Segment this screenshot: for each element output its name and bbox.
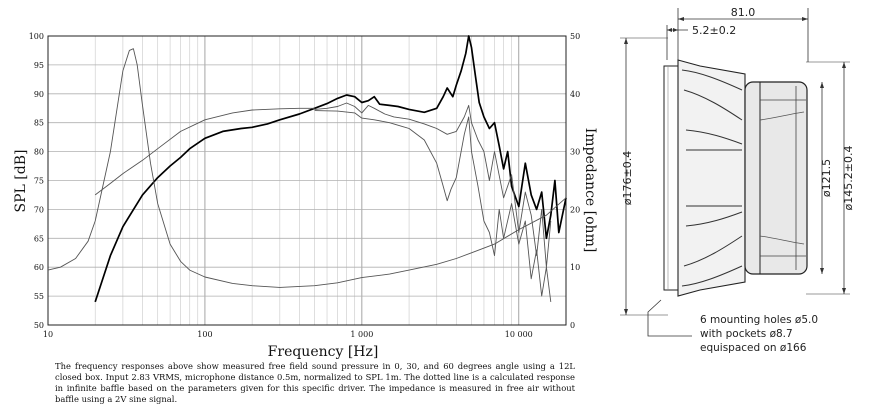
y2-tick-label: 0 [570,321,575,330]
y-tick-label: 80 [34,148,44,157]
x-axis-title: Frequency [Hz] [268,344,379,360]
basket [677,59,746,297]
arrow-head [842,62,846,68]
mounting-note-line-3: equispaced on ø166 [700,342,807,354]
arrow-head [820,268,824,274]
y-tick-label: 55 [34,292,44,301]
plot-frame [47,35,567,326]
dim-outer-diameter-label: ø176±0.4 [621,151,634,205]
series-line-spl_0deg [94,35,567,303]
y-tick-label: 95 [34,61,44,70]
y-tick-label: 85 [34,119,44,128]
basket-spoke [681,69,743,287]
x-tick-label: 1 000 [350,330,373,339]
mounting-note-line-1: 6 mounting holes ø5.0 [700,314,818,326]
y-tick-label: 100 [29,32,44,41]
series-line-spl_60deg [314,110,552,302]
mounting-note-line-2: with pockets ø8.7 [700,328,793,340]
y-tick-label: 75 [34,177,44,186]
series-line-spl_infinite_baffle [94,107,315,196]
dim-flange-label: 5.2±0.2 [692,24,736,37]
y2-tick-label: 30 [570,148,580,157]
mounting-flange [663,65,679,291]
arrow-head [820,82,824,88]
arrow-head [842,288,846,294]
leader-line [647,299,692,337]
figure-caption: The frequency responses above show measu… [55,361,575,404]
dim-cutout-diameter-label: ø145.2±0.4 [842,146,855,211]
y2-tick-label: 40 [570,90,580,99]
arrow-head [802,17,808,21]
arrow-head [678,17,684,21]
driver-drawing: 81.0 5.2±0.2 ø176±0.4 ø121.5 ø145.2±0.4 [620,6,855,354]
dim-magnet-diameter-label: ø121.5 [820,159,833,197]
arrow-head [667,28,672,32]
basket-spoke [685,129,743,227]
arrow-head [624,309,628,315]
y-axis-title: SPL [dB] [13,150,29,213]
arrow-head [624,38,628,44]
magnet-ring-line [760,99,806,257]
y-tick-label: 60 [34,263,44,272]
y-tick-label: 65 [34,234,44,243]
basket-spoke [683,89,743,267]
magnet-assembly [744,81,808,275]
x-tick-label: 10 [43,330,53,339]
x-tick-label: 100 [197,330,212,339]
y-tick-label: 90 [34,90,44,99]
magnet-ring-line [759,111,805,245]
y-tick-label: 70 [34,205,44,214]
y-tick-label: 50 [34,321,44,330]
series-line-spl_30deg [314,102,552,268]
y2-tick-label: 20 [570,205,580,214]
series-line-impedance [47,48,567,288]
x-tick-label: 10 000 [505,330,533,339]
dim-depth-label: 81.0 [731,6,756,19]
y2-axis-title: Impedance [ohm] [582,128,598,253]
y2-tick-label: 50 [570,32,580,41]
arrow-head [673,28,678,32]
y2-tick-label: 10 [570,263,580,272]
